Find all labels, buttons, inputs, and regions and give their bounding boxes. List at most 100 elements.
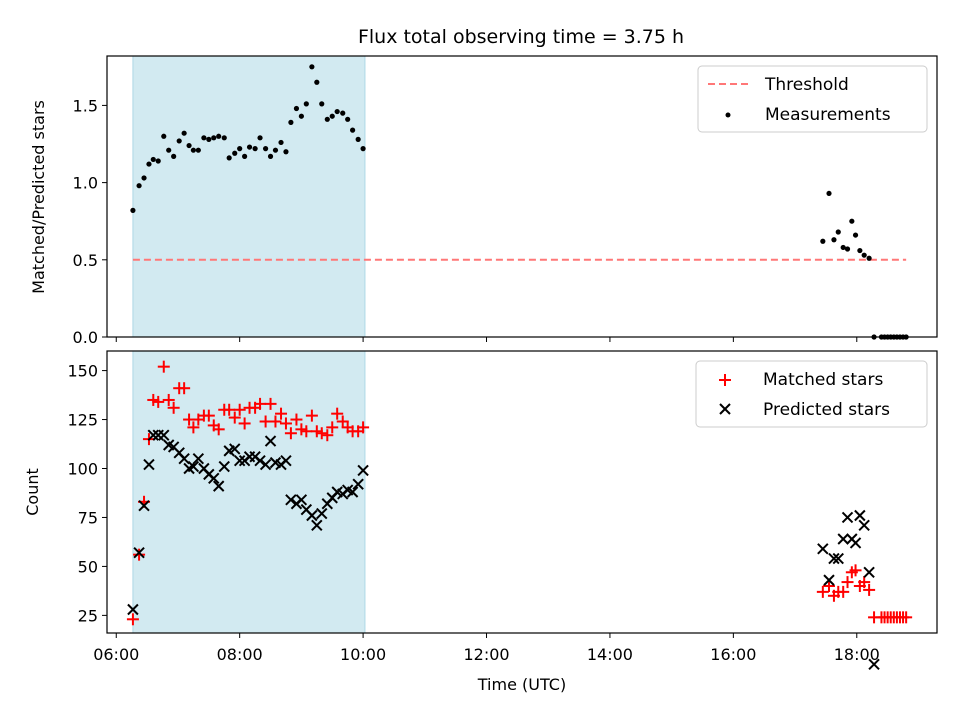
measurement-point — [334, 108, 340, 115]
measurement-point — [303, 101, 309, 107]
top-y-axis-label: Matched/Predicted stars — [29, 100, 48, 294]
legend-predicted-label: Predicted stars — [763, 400, 890, 420]
top-y-tick-label: 1.0 — [73, 174, 98, 193]
top-y-tick-label: 1.5 — [73, 96, 98, 115]
measurement-point — [226, 155, 232, 161]
matched-star-point — [275, 407, 288, 420]
measurement-point — [150, 156, 156, 163]
matched-star-point — [357, 421, 370, 434]
measurement-point — [309, 64, 315, 70]
predicted-star-point — [306, 509, 318, 522]
measurement-point — [360, 146, 366, 152]
predicted-star-point — [841, 511, 854, 524]
predicted-star-point — [127, 603, 139, 616]
matched-star-point — [300, 425, 313, 438]
matched-star-point — [321, 429, 334, 442]
predicted-star-point — [218, 460, 230, 473]
matched-star-point — [837, 585, 850, 598]
matched-star-point — [254, 397, 267, 410]
matched-star-point — [900, 611, 913, 624]
measurement-point — [161, 133, 167, 139]
bottom-y-tick-label: 25 — [78, 606, 98, 625]
predicted-star-point — [138, 500, 150, 512]
matched-star-point — [238, 417, 251, 430]
measurement-point — [857, 247, 863, 254]
predicted-star-point — [311, 519, 323, 531]
measurement-point — [195, 147, 201, 153]
measurement-point — [186, 142, 192, 149]
matched-star-point — [133, 548, 146, 561]
legend-measurements-swatch — [725, 112, 731, 118]
predicted-star-point — [192, 453, 205, 465]
measurement-point — [355, 136, 361, 142]
x-tick-label: 12:00 — [463, 645, 509, 664]
predicted-star-point — [823, 574, 835, 586]
matched-star-point — [279, 417, 292, 430]
measurement-point — [221, 135, 227, 141]
matched-star-point — [264, 397, 277, 410]
measurement-point — [190, 147, 196, 153]
predicted-star-point — [133, 547, 145, 559]
measurement-point — [272, 147, 279, 153]
measurement-point — [246, 144, 253, 150]
measurement-point — [324, 116, 330, 122]
x-tick-label: 14:00 — [587, 645, 633, 664]
measurement-point — [861, 252, 867, 258]
matched-star-point — [269, 415, 282, 428]
bottom-legend: Matched stars Predicted stars — [695, 360, 928, 428]
measurement-point — [237, 146, 243, 152]
measurement-point — [844, 246, 851, 252]
measurement-point — [852, 232, 859, 238]
bottom-y-axis-label: Count — [23, 468, 42, 516]
x-tick-label: 06:00 — [93, 645, 139, 664]
predicted-star-point — [158, 429, 170, 441]
predicted-star-point — [254, 454, 266, 467]
top-legend: Threshold Measurements — [697, 65, 928, 133]
measurement-point — [267, 153, 274, 159]
measurement-point — [350, 127, 356, 133]
predicted-star-point — [285, 494, 297, 506]
predicted-star-point — [832, 552, 844, 565]
matched-star-point — [326, 421, 339, 434]
matched-star-point — [233, 403, 246, 416]
bottom-observing-span — [132, 350, 366, 634]
measurement-point — [136, 183, 142, 189]
measurement-point — [201, 135, 207, 141]
predicted-star-point — [229, 443, 241, 455]
matched-star-point — [202, 409, 215, 422]
measurement-point — [257, 135, 263, 141]
predicted-star-point — [233, 454, 246, 467]
predicted-star-point — [817, 543, 829, 555]
measurement-point — [252, 146, 258, 152]
chart-title: Flux total observing time = 3.75 h — [358, 26, 684, 48]
matched-star-point — [305, 409, 318, 422]
x-tick-label: 08:00 — [217, 645, 263, 664]
measurement-point — [130, 207, 136, 213]
bottom-panel-frame — [106, 350, 938, 634]
x-tick-label: 16:00 — [710, 645, 756, 664]
matched-star-point — [315, 427, 328, 440]
predicted-star-point — [264, 435, 277, 447]
top-y-tick-label: 0.0 — [73, 328, 98, 347]
measurement-point — [345, 116, 351, 122]
predicted-star-point — [316, 507, 328, 520]
predicted-star-point — [849, 537, 862, 549]
legend-matched-swatch — [719, 374, 731, 386]
top-panel-frame — [106, 55, 938, 338]
measurement-point — [319, 101, 325, 107]
legend-threshold-label: Threshold — [764, 75, 849, 95]
x-axis-label: Time (UTC) — [477, 675, 566, 694]
predicted-star-point — [352, 478, 364, 490]
measurement-point — [176, 138, 182, 144]
measurement-point — [262, 146, 269, 152]
measurement-point — [211, 135, 217, 141]
measurement-point — [298, 113, 304, 119]
bottom-y-tick-label: 125 — [67, 411, 98, 430]
matched-star-point — [167, 401, 180, 414]
matched-star-point — [863, 583, 876, 596]
bottom-y-tick-label: 75 — [78, 508, 98, 527]
predicted-star-point — [837, 533, 849, 545]
predicted-star-point — [147, 429, 159, 441]
top-y-tick-label: 0.5 — [73, 251, 98, 270]
